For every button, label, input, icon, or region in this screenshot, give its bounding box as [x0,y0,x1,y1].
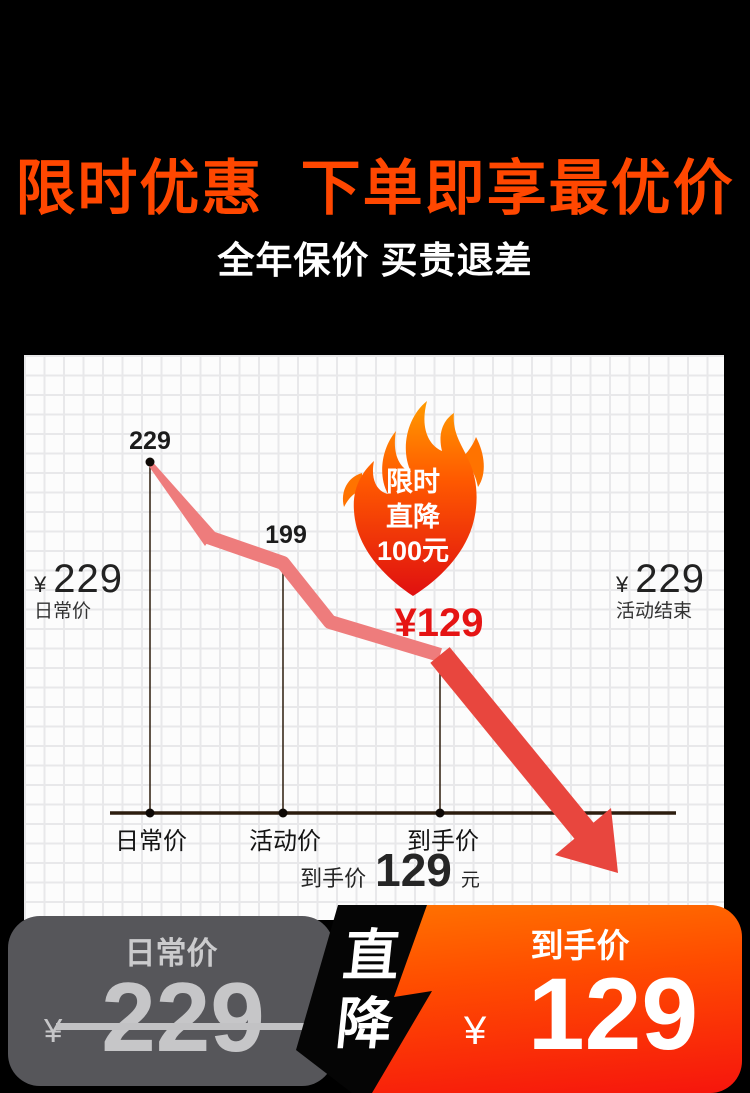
price-line-graphic [110,457,676,873]
regular-price-box: 日常价 ¥ 229 [8,916,334,1086]
regular-price-amount: 229 [101,962,265,1072]
left-price-label: 日常价 [34,601,92,622]
flame-icon [342,401,484,596]
promo-headline: 限时优惠 下单即享最优价 [15,155,735,222]
final-price-label: 到手价 [530,927,630,964]
axis-dot [435,808,445,818]
data-point-dot [145,457,155,467]
caption-amount: 129 [375,844,452,896]
final-price-amount: 129 [527,957,699,1071]
price-guarantee-subtitle: 全年保价 买贵退差 [217,240,533,281]
yuan-sign: ¥ [464,1009,487,1053]
axis-dot [278,808,288,818]
axis-label-daily-price: 日常价 [115,828,187,855]
highlight-price: ¥129 [394,601,484,645]
price-trend-chart: 229 199 ¥ 229 日常价 ¥ 229 活动结束 [24,355,724,920]
strikethrough-line [56,1023,320,1030]
yuan-sign: ¥ [34,572,47,597]
final-price-box: 到手价 ¥ 129 [353,905,742,1093]
flame-badge-line1: 限时 [386,467,440,497]
axis-label-final-price: 到手价 [407,828,479,855]
line-segment-start [148,459,215,546]
flame-badge-line3: 100元 [376,536,450,567]
left-price-amount: 229 [53,557,123,601]
left-price-annotation: ¥ 229 日常价 [34,559,123,621]
lightning-bolt-icon [296,905,432,1093]
caption-prefix: 到手价 [300,866,367,891]
axis-label-activity-price: 活动价 [249,828,321,855]
flame-badge-text: 限时 直降 100元 [328,465,498,569]
dropline [149,467,441,810]
yuan-sign: ¥ [44,1012,63,1049]
caption-suffix: 元 [460,870,480,891]
axis-dot [145,808,155,818]
arrow-shaft [430,647,595,840]
flame-badge-line2: 直降 [386,501,440,532]
drop-char-2: 降 [333,992,396,1055]
final-price-caption: 到手价 129 元 [240,843,540,897]
right-price-label: 活动结束 [616,601,693,622]
price-drop-badge: 直 降 [280,905,440,1093]
price-line [205,530,443,662]
point-value-199: 199 [265,521,307,549]
point-value-229: 229 [129,427,171,455]
arrow-head-icon [555,808,618,873]
right-price-amount: 229 [635,557,705,601]
yuan-sign: ¥ [616,572,629,597]
right-price-annotation: ¥ 229 活动结束 [616,559,705,621]
regular-price-label: 日常价 [124,936,218,971]
flame-discount-badge: 限时 直降 100元 [328,381,498,601]
